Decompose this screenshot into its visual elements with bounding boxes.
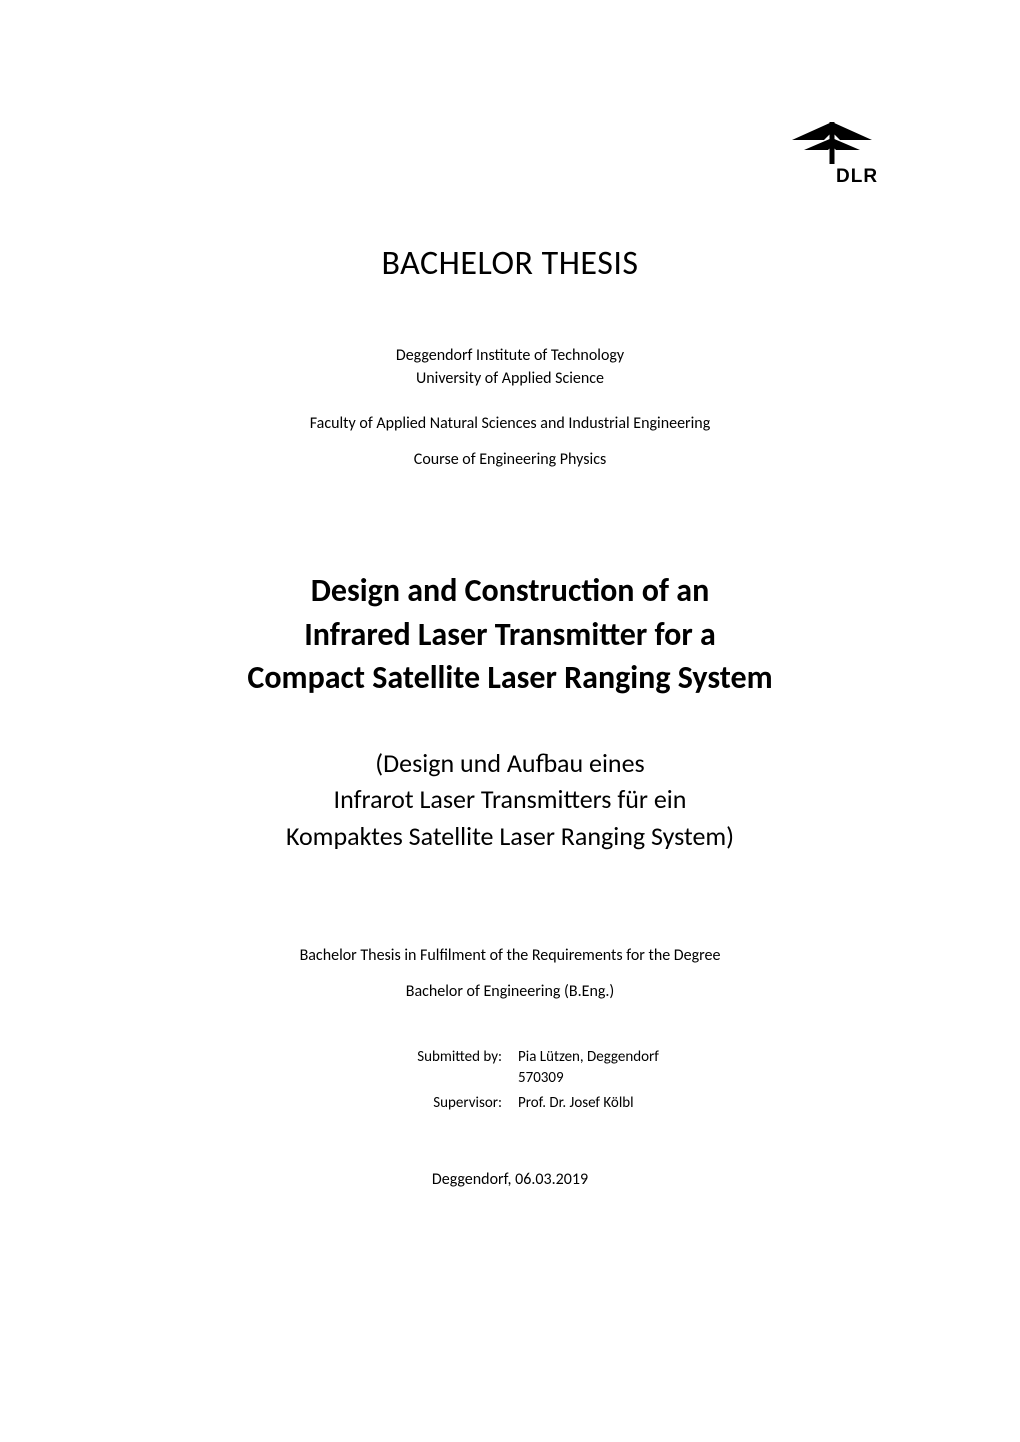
supervisor-name: Prof. Dr. Josef Kölbl (518, 1093, 725, 1114)
degree: Bachelor of Engineering (B.Eng.) (120, 982, 900, 1001)
subtitle-line-2: Infrarot Laser Transmitters für ein (120, 781, 900, 817)
faculty: Faculty of Applied Natural Sciences and … (120, 412, 900, 436)
subtitle-line-1: (Design und Aufbau eines (120, 745, 900, 781)
institution-line-1: Deggendorf Institute of Technology (120, 344, 900, 367)
dlr-logo-label: DLR (836, 166, 878, 187)
dlr-logo: DLR (784, 110, 880, 193)
institution-line-2: University of Applied Science (120, 367, 900, 390)
course: Course of Engineering Physics (120, 450, 900, 469)
author-id: 570309 (518, 1068, 725, 1089)
document-type: BACHELOR THESIS (120, 243, 900, 284)
supervisor-label: Supervisor: (295, 1093, 502, 1114)
title-line-1: Design and Construction of an (120, 569, 900, 612)
title-line-3: Compact Satellite Laser Ranging System (120, 656, 900, 699)
submitted-by-label: Submitted by: (295, 1047, 502, 1089)
place-and-date: Deggendorf, 06.03.2019 (120, 1170, 900, 1189)
fulfilment-text: Bachelor Thesis in Fulfilment of the Req… (120, 944, 900, 968)
subtitle-line-3: Kompaktes Satellite Laser Ranging System… (120, 818, 900, 854)
author-name: Pia Lützen, Deggendorf (518, 1047, 725, 1068)
title-line-2: Infrared Laser Transmitter for a (120, 613, 900, 656)
